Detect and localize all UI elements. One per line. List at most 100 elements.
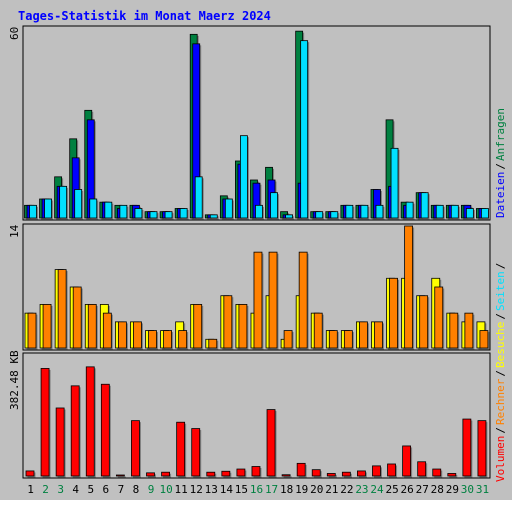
x-tick-label-day-27: 27 bbox=[416, 483, 429, 496]
top-legend: Dateien / Anfragen bbox=[494, 108, 507, 218]
x-tick-label-day-30: 30 bbox=[461, 483, 474, 496]
x-tick-label-day-29: 29 bbox=[446, 483, 459, 496]
x-tick-label-day-12: 12 bbox=[190, 483, 203, 496]
x-tick-label-day-2: 2 bbox=[42, 483, 49, 496]
top-panel-ymax-label: 60 bbox=[8, 27, 21, 40]
bar-volumen-day-9 bbox=[146, 472, 155, 477]
x-tick-label-day-18: 18 bbox=[280, 483, 293, 496]
bar-seiten-day-9 bbox=[149, 211, 158, 219]
x-tick-label-day-8: 8 bbox=[133, 483, 140, 496]
bar-volumen-day-8 bbox=[131, 420, 140, 477]
bar-rechner-day-21 bbox=[328, 330, 338, 349]
bar-seiten-day-28 bbox=[435, 204, 444, 219]
x-tick-label-day-3: 3 bbox=[57, 483, 64, 496]
legend-volumen: Volumen bbox=[494, 436, 507, 482]
bar-rechner-day-1 bbox=[27, 312, 37, 349]
bar-seiten-day-25 bbox=[390, 147, 399, 219]
bar-rechner-day-29 bbox=[449, 312, 459, 349]
bar-rechner-day-20 bbox=[313, 312, 323, 349]
bar-volumen-day-26 bbox=[402, 445, 412, 477]
bar-volumen-day-17 bbox=[266, 409, 276, 477]
x-tick-label-day-17: 17 bbox=[265, 483, 278, 496]
panel-frame-bottom bbox=[22, 352, 491, 479]
bar-volumen-day-21 bbox=[326, 473, 336, 477]
bar-seiten-day-26 bbox=[405, 201, 414, 219]
bar-rechner-day-8 bbox=[133, 321, 142, 349]
bar-volumen-day-5 bbox=[85, 366, 95, 477]
bar-rechner-day-25 bbox=[389, 277, 398, 349]
x-tick-label-day-25: 25 bbox=[385, 483, 398, 496]
legend-separator: / bbox=[494, 313, 507, 320]
x-tick-label-day-10: 10 bbox=[159, 483, 172, 496]
legend-besuche: Besuche bbox=[494, 322, 507, 368]
bar-rechner-day-9 bbox=[148, 330, 157, 349]
bar-volumen-day-24 bbox=[372, 465, 381, 477]
x-tick-label-day-4: 4 bbox=[72, 483, 79, 496]
bar-rechner-day-11 bbox=[178, 330, 188, 349]
x-tick-label-day-28: 28 bbox=[431, 483, 444, 496]
bar-rechner-day-4 bbox=[72, 286, 82, 349]
bar-seiten-day-24 bbox=[375, 204, 384, 219]
bar-volumen-day-11 bbox=[176, 421, 186, 477]
bar-volumen-day-7 bbox=[115, 474, 125, 477]
x-tick-label-day-20: 20 bbox=[310, 483, 323, 496]
x-tick-label-day-21: 21 bbox=[325, 483, 338, 496]
x-tick-label-day-9: 9 bbox=[148, 483, 155, 496]
x-tick-label-day-23: 23 bbox=[355, 483, 368, 496]
bar-volumen-day-16 bbox=[251, 466, 261, 477]
x-tick-label-day-16: 16 bbox=[250, 483, 263, 496]
bar-volumen-day-2 bbox=[40, 368, 50, 477]
bar-seiten-day-18 bbox=[285, 214, 293, 219]
bar-seiten-day-15 bbox=[240, 135, 248, 219]
bar-rechner-day-5 bbox=[87, 304, 97, 349]
legend-separator: / bbox=[494, 163, 507, 170]
bar-volumen-day-20 bbox=[311, 469, 321, 477]
bar-volumen-day-4 bbox=[70, 385, 80, 477]
bar-rechner-day-27 bbox=[419, 295, 429, 349]
bar-rechner-day-3 bbox=[57, 269, 67, 349]
x-tick-label-day-26: 26 bbox=[401, 483, 414, 496]
lower-legend: Volumen/Rechner/Besuche/Seiten/ bbox=[494, 263, 507, 482]
bar-seiten-day-19 bbox=[300, 40, 309, 219]
bar-seiten-day-12 bbox=[194, 176, 203, 219]
bar-seiten-day-16 bbox=[255, 204, 263, 219]
bar-rechner-day-14 bbox=[223, 295, 233, 349]
bar-volumen-day-6 bbox=[100, 383, 110, 477]
bar-seiten-day-2 bbox=[44, 198, 52, 219]
bar-volumen-day-7-shadow bbox=[117, 476, 126, 478]
bar-seiten-day-29 bbox=[450, 204, 459, 219]
legend-separator: / bbox=[494, 370, 507, 377]
svg-text:Dateien/Anfragen: Dateien / Anfragen bbox=[494, 108, 507, 218]
legend-separator: / bbox=[494, 427, 507, 434]
bar-volumen-day-15 bbox=[236, 468, 246, 477]
bar-rechner-day-17 bbox=[268, 251, 278, 349]
bar-rechner-day-2 bbox=[42, 304, 52, 349]
bar-seiten-day-11 bbox=[179, 208, 188, 219]
legend-rechner: Rechner bbox=[494, 378, 507, 425]
bar-rechner-day-18 bbox=[283, 330, 293, 349]
legend-separator: / bbox=[494, 263, 507, 270]
bar-volumen-day-18 bbox=[281, 474, 291, 477]
legend-dateien: Dateien bbox=[494, 172, 507, 218]
bar-volumen-day-30 bbox=[462, 418, 472, 477]
x-tick-label-day-15: 15 bbox=[235, 483, 248, 496]
bar-volumen-day-12 bbox=[191, 428, 201, 477]
bottom-panel-ymax-label: 382.48 KB bbox=[8, 350, 21, 410]
bar-seiten-day-27 bbox=[420, 192, 429, 219]
x-tick-label-day-24: 24 bbox=[370, 483, 384, 496]
bar-seiten-day-30 bbox=[465, 208, 474, 219]
bar-rechner-day-6 bbox=[102, 312, 112, 349]
x-tick-label-day-6: 6 bbox=[103, 483, 110, 496]
bar-seiten-day-21 bbox=[330, 211, 339, 219]
bar-seiten-day-14 bbox=[224, 198, 233, 219]
bar-volumen-day-3 bbox=[55, 407, 65, 477]
bar-volumen-day-10 bbox=[161, 471, 170, 477]
bar-seiten-day-8 bbox=[134, 208, 143, 219]
bar-volumen-day-14 bbox=[221, 470, 231, 477]
bar-rechner-day-16 bbox=[253, 251, 263, 349]
bar-rechner-day-31 bbox=[479, 330, 489, 349]
bar-seiten-day-3 bbox=[59, 185, 68, 219]
